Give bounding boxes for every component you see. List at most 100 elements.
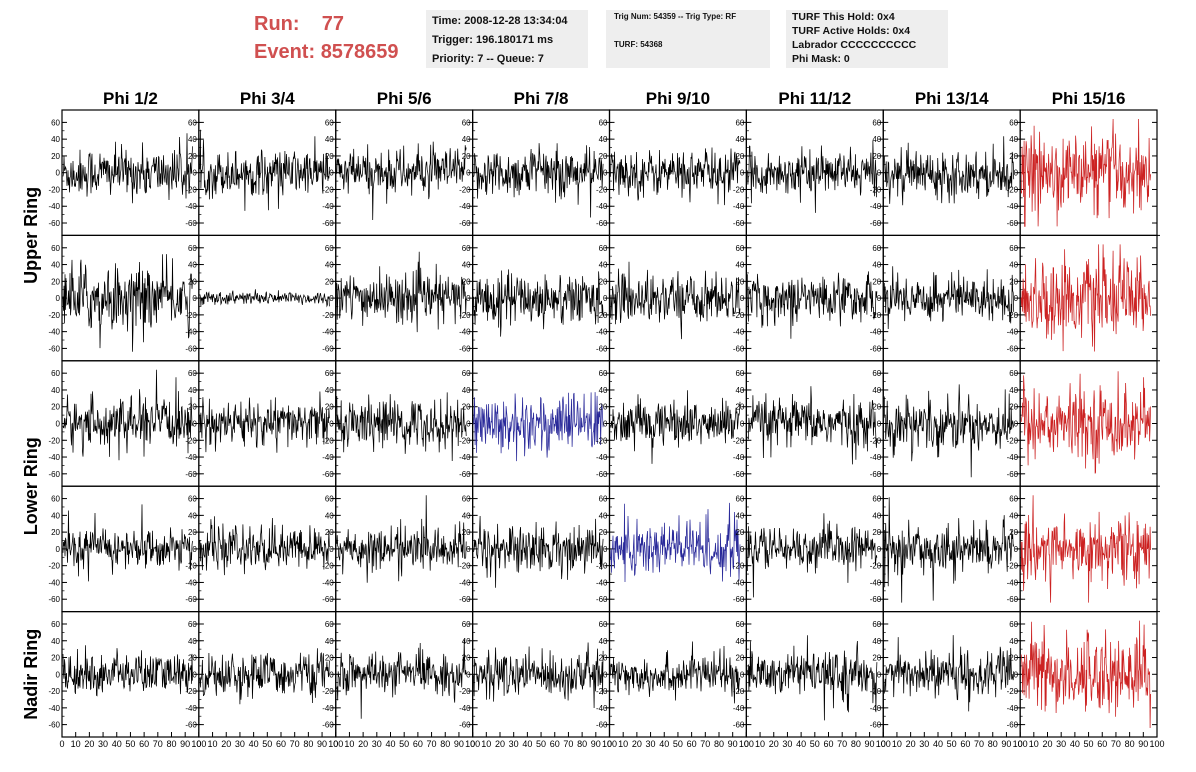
y-tick-label: 20 [188, 528, 197, 537]
x-tick-label: 80 [303, 739, 313, 749]
y-tick-label: 0 [1014, 545, 1019, 554]
y-tick-label: 0 [329, 420, 334, 429]
y-tick-label: 0 [56, 670, 61, 679]
x-tick-label: 80 [166, 739, 176, 749]
y-tick-label: 0 [56, 420, 61, 429]
waveform-trace [62, 369, 193, 461]
y-tick-label: 20 [462, 277, 471, 286]
y-tick-label: -40 [48, 453, 60, 462]
y-tick-label: -60 [870, 470, 882, 479]
x-tick-label: 50 [1084, 739, 1094, 749]
x-tick-label: 20 [84, 739, 94, 749]
x-tick-label: 60 [960, 739, 970, 749]
waveform-trace [1020, 371, 1151, 474]
run-event-block: Run: 77 Event: 8578659 [254, 10, 399, 66]
y-tick-label: 20 [872, 403, 881, 412]
x-tick-label: 90 [865, 739, 875, 749]
x-tick-label: 40 [522, 739, 532, 749]
y-tick-label: 40 [599, 511, 608, 520]
y-tick-label: 0 [740, 294, 745, 303]
y-tick-label: 20 [872, 152, 881, 161]
y-tick-label: 20 [188, 277, 197, 286]
waveform-trace [883, 635, 1015, 712]
y-tick-label: -60 [1007, 595, 1019, 604]
x-tick-label: 90 [728, 739, 738, 749]
x-tick-label: 10 [755, 739, 765, 749]
y-tick-label: -40 [459, 202, 471, 211]
waveform-trace [747, 271, 878, 339]
y-tick-label: -20 [322, 687, 334, 696]
run-label: Run: [254, 13, 300, 35]
y-tick-label: -20 [48, 436, 60, 445]
waveform-trace [610, 261, 741, 340]
y-tick-label: 0 [603, 545, 608, 554]
y-tick-label: 0 [740, 670, 745, 679]
y-tick-label: -60 [870, 344, 882, 353]
y-tick-label: 60 [872, 244, 881, 253]
x-tick-label: 0 [744, 739, 749, 749]
run-row: Run: 77 [254, 10, 399, 38]
y-tick-label: 40 [51, 637, 60, 646]
y-tick-label: 0 [329, 670, 334, 679]
y-tick-label: 0 [877, 545, 882, 554]
priority-text: Priority: 7 -- Queue: 7 [432, 53, 544, 65]
x-tick-label: 100 [739, 739, 754, 749]
y-tick-label: 0 [192, 420, 197, 429]
y-tick-label: 60 [188, 620, 197, 629]
y-tick-label: 40 [599, 386, 608, 395]
y-tick-label: -20 [1007, 311, 1019, 320]
y-tick-label: -20 [870, 185, 882, 194]
waveform-trace [747, 140, 878, 213]
y-tick-label: -20 [322, 311, 334, 320]
x-tick-label: 30 [782, 739, 792, 749]
waveform-trace [747, 635, 878, 721]
waveform-trace [883, 136, 1015, 206]
waveform-trace [473, 269, 604, 337]
y-tick-label: 20 [188, 654, 197, 663]
y-tick-label: 60 [325, 495, 334, 504]
turf-text: TURF: 54368 [614, 40, 663, 49]
waveform-trace [336, 495, 467, 583]
y-tick-label: 0 [1014, 169, 1019, 178]
y-tick-label: 20 [735, 403, 744, 412]
y-tick-label: -60 [48, 595, 60, 604]
waveform-trace [610, 502, 741, 583]
y-tick-label: -40 [185, 202, 197, 211]
y-tick-label: 40 [188, 135, 197, 144]
x-tick-label: 30 [646, 739, 656, 749]
y-tick-label: -40 [596, 328, 608, 337]
y-tick-label: -40 [459, 453, 471, 462]
y-tick-label: 40 [325, 135, 334, 144]
ring-label: Upper Ring [21, 187, 41, 284]
y-tick-label: 0 [877, 670, 882, 679]
y-tick-label: 20 [462, 152, 471, 161]
waveform-trace [336, 392, 467, 462]
event-value: 8578659 [320, 41, 399, 63]
y-tick-label: 20 [188, 152, 197, 161]
waveform-trace [883, 384, 1015, 478]
y-tick-label: -20 [459, 311, 471, 320]
y-tick-label: 60 [462, 495, 471, 504]
y-tick-label: -60 [322, 595, 334, 604]
y-tick-label: -40 [185, 578, 197, 587]
y-tick-label: -40 [48, 704, 60, 713]
x-tick-label: 80 [988, 739, 998, 749]
y-tick-label: -20 [870, 562, 882, 571]
trigger-text: Trigger: 196.180171 ms [432, 34, 554, 46]
y-tick-label: -20 [48, 311, 60, 320]
y-tick-label: -20 [322, 562, 334, 571]
y-tick-label: 0 [466, 670, 471, 679]
y-tick-label: 40 [599, 637, 608, 646]
y-tick-label: 20 [872, 654, 881, 663]
x-tick-label: 60 [550, 739, 560, 749]
x-tick-label: 80 [851, 739, 861, 749]
waveform-trace [610, 147, 741, 206]
x-tick-label: 100 [876, 739, 891, 749]
y-tick-label: -40 [596, 578, 608, 587]
waveform-trace [1020, 118, 1151, 227]
y-tick-label: 60 [735, 244, 744, 253]
y-tick-label: -40 [1007, 704, 1019, 713]
y-tick-label: -20 [596, 311, 608, 320]
x-tick-label: 20 [632, 739, 642, 749]
